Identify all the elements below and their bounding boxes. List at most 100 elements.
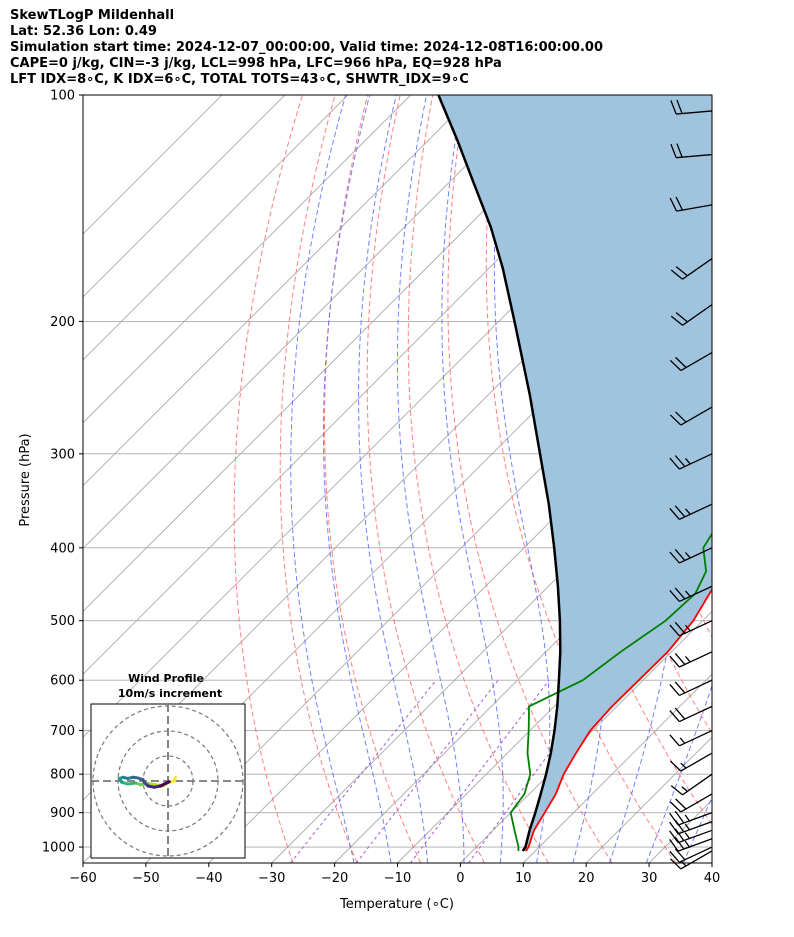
y-tick-label: 200 (50, 315, 75, 330)
barb-full-flag (669, 197, 678, 212)
wind-barb (669, 679, 713, 697)
barb-full-flag (669, 414, 682, 426)
x-tick-label: 30 (641, 871, 658, 886)
wind-barb (669, 819, 713, 835)
wind-barb (669, 752, 713, 772)
x-tick-label: 10 (515, 871, 532, 886)
barb-full-flag (669, 734, 680, 747)
x-tick-label: −60 (69, 871, 96, 886)
station-location: Lat: 52.36 Lon: 0.49 (10, 24, 157, 39)
wind-barb (669, 729, 713, 747)
isotherm (145, 296, 712, 863)
wind-barb (669, 651, 713, 668)
mixing-ratio-line (290, 679, 437, 863)
barb-half-flag (684, 823, 690, 831)
moist-adiabat (645, 684, 712, 863)
dry-adiabat (759, 95, 794, 863)
wind-barb (669, 196, 713, 212)
isotherm (397, 547, 712, 863)
barb-full-flag (676, 143, 683, 158)
barb-full-flag (674, 848, 686, 861)
stability-indices-1: CAPE=0 j/kg, CIN=-3 j/kg, LCL=998 hPa, L… (10, 56, 502, 71)
barb-full-flag (670, 315, 683, 326)
x-tick-label: −20 (321, 871, 348, 886)
dewpoint-line (509, 532, 712, 852)
wind-barb (669, 846, 713, 863)
barb-full-flag (669, 821, 679, 835)
barb-half-flag (680, 762, 687, 769)
barb-full-flag (669, 457, 680, 470)
y-axis-label: Pressure (hPa) (18, 433, 33, 526)
y-tick-label: 400 (50, 541, 75, 556)
isotherm (83, 95, 474, 487)
dry-adiabat (233, 95, 303, 863)
barb-half-flag (684, 552, 691, 559)
hodograph-segment (164, 780, 171, 785)
wind-barb (669, 503, 713, 520)
barb-full-flag (669, 710, 680, 723)
dry-adiabat (485, 95, 677, 863)
barb-half-flag (684, 590, 691, 597)
barb-full-flag (675, 356, 687, 368)
barb-full-flag (674, 653, 686, 665)
mixing-ratio-line (409, 679, 550, 863)
barb-full-flag (675, 411, 687, 423)
isotherm (83, 95, 223, 235)
inset-title: Wind Profile (128, 672, 204, 685)
moist-adiabat (323, 95, 392, 863)
wind-barb (670, 773, 713, 796)
inset-subtitle: 10m/s increment (118, 687, 222, 700)
x-tick-label: −10 (384, 871, 411, 886)
barb-full-flag (669, 684, 680, 696)
mixing-ratio-line (355, 679, 499, 863)
barb-full-flag (674, 505, 686, 518)
wind-barb (669, 705, 713, 723)
cape-fill-layer (438, 95, 712, 851)
barb-full-flag (669, 551, 680, 564)
isotherm (83, 95, 286, 298)
barb-half-flag (684, 832, 690, 839)
moist-adiabat (358, 95, 429, 863)
wind-barb (669, 810, 713, 826)
barb-full-flag (669, 507, 680, 520)
barb-full-flag (669, 624, 680, 637)
barb-full-flag (669, 830, 679, 844)
hodograph-inset (90, 703, 246, 859)
barb-half-flag (679, 737, 686, 744)
barb-full-flag (669, 359, 682, 371)
chart-header: SkewTLogP Mildenhall Lat: 52.36 Lon: 0.4… (10, 8, 603, 88)
barb-full-flag (674, 810, 685, 824)
barb-full-flag (675, 196, 684, 211)
y-tick-label: 100 (50, 89, 75, 104)
isotherm (334, 484, 712, 863)
barb-full-flag (669, 858, 682, 870)
dry-adiabat (407, 95, 549, 863)
barb-full-flag (670, 143, 677, 158)
isotherm (711, 862, 712, 863)
barb-full-flag (674, 836, 685, 850)
wind-barbs (669, 99, 713, 870)
barb-full-flag (669, 655, 680, 668)
dry-adiabat (324, 95, 422, 863)
barb-staff (676, 204, 713, 212)
temperature-line (525, 587, 712, 852)
parcel-path-line (437, 95, 562, 852)
barb-full-flag (669, 812, 679, 826)
y-tick-label: 800 (50, 768, 75, 783)
barb-full-flag (675, 266, 688, 277)
x-tick-label: 40 (704, 871, 721, 886)
barb-full-flag (670, 269, 683, 280)
y-tick-label: 500 (50, 614, 75, 629)
barb-half-flag (684, 624, 691, 632)
barb-half-flag (684, 508, 691, 515)
moist-adiabat (682, 796, 712, 863)
barb-full-flag (674, 455, 686, 467)
x-tick-label: −30 (258, 871, 285, 886)
barb-full-flag (675, 798, 687, 810)
stability-indices-2: LFT IDX=8∘C, K IDX=6∘C, TOTAL TOTS=43∘C,… (10, 72, 469, 87)
wind-barb (669, 585, 713, 603)
barb-full-flag (674, 681, 686, 694)
y-tick-label: 1000 (42, 841, 75, 856)
barb-full-flag (669, 590, 680, 602)
